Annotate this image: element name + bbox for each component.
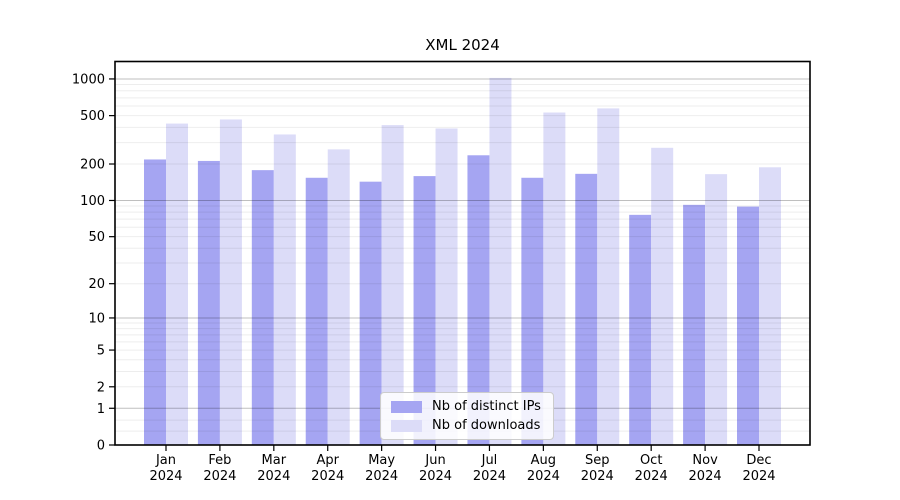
legend-item-distinct-ips: Nb of distinct IPs (391, 400, 541, 413)
bar-distinct-ips-aug (521, 177, 544, 445)
bar-distinct-ips-mar (251, 170, 274, 446)
bar-downloads-may (381, 125, 404, 445)
x-tick-label-month: Sep (585, 453, 610, 468)
bar-distinct-ips-may (359, 181, 382, 445)
x-tick-label-month: Apr (316, 453, 339, 468)
x-tick-label-month: Mar (262, 453, 287, 468)
x-tick-label-month: Feb (208, 453, 231, 468)
x-tick-label-year: 2024 (419, 469, 452, 484)
legend-swatch-downloads (391, 419, 422, 432)
x-tick-label-year: 2024 (742, 469, 775, 484)
bar-downloads-feb (219, 119, 242, 446)
x-tick-label-year: 2024 (311, 469, 344, 484)
chart-title: XML 2024 (425, 36, 500, 54)
y-tick-label: 500 (80, 109, 105, 124)
x-tick-label-month: Oct (640, 453, 662, 468)
y-tick-label: 1 (97, 402, 105, 417)
x-tick-label-year: 2024 (473, 469, 506, 484)
bar-distinct-ips-jun (413, 176, 436, 446)
legend-label-distinct-ips: Nb of distinct IPs (432, 399, 541, 414)
bar-distinct-ips-jul (467, 155, 490, 445)
x-tick-label-year: 2024 (365, 469, 398, 484)
bar-downloads-jun (435, 128, 458, 445)
x-tick-label-month: Nov (692, 453, 718, 468)
bar-distinct-ips-jan (144, 159, 166, 445)
bar-distinct-ips-sep (575, 173, 598, 445)
legend: Nb of distinct IPs Nb of downloads (380, 392, 554, 440)
x-tick-label-year: 2024 (581, 469, 614, 484)
x-tick-label-year: 2024 (689, 469, 722, 484)
x-tick-label-month: Jul (481, 453, 498, 468)
bar-downloads-nov (705, 174, 728, 445)
bar-distinct-ips-nov (683, 204, 706, 445)
legend-label-downloads: Nb of downloads (432, 418, 541, 433)
x-tick-label-month: Dec (746, 453, 771, 468)
x-tick-label-month: Jun (424, 453, 445, 468)
bar-distinct-ips-dec (737, 206, 759, 445)
plot-frame (114, 60, 811, 446)
x-tick-label-month: May (368, 453, 395, 468)
x-tick-label-year: 2024 (203, 469, 236, 484)
y-tick-label: 200 (80, 158, 105, 173)
x-tick-label-year: 2024 (149, 469, 182, 484)
bar-distinct-ips-feb (197, 160, 220, 445)
x-tick-label-month: Aug (531, 453, 556, 468)
bar-downloads-aug (543, 112, 566, 446)
bar-downloads-sep (597, 108, 620, 445)
y-tick-label: 50 (88, 230, 105, 245)
x-tick-label-year: 2024 (635, 469, 668, 484)
bar-downloads-oct (651, 147, 674, 446)
y-tick-label: 10 (88, 311, 105, 326)
bar-downloads-dec (759, 167, 781, 445)
bar-downloads-jan (166, 123, 188, 445)
x-tick-label-month: Jan (155, 453, 176, 468)
x-tick-label-year: 2024 (527, 469, 560, 484)
y-tick-label: 20 (88, 277, 105, 292)
x-tick-label-year: 2024 (257, 469, 290, 484)
y-tick-label: 5 (97, 344, 105, 359)
legend-item-downloads: Nb of downloads (391, 419, 541, 432)
y-tick-label: 0 (97, 439, 105, 454)
y-tick-label: 100 (80, 194, 105, 209)
bar-distinct-ips-apr (305, 177, 328, 445)
bar-downloads-mar (273, 134, 296, 445)
y-tick-label: 2 (97, 380, 105, 395)
legend-swatch-distinct-ips (391, 400, 422, 413)
y-tick-label: 1000 (72, 72, 105, 87)
bar-distinct-ips-oct (629, 214, 652, 445)
bar-downloads-apr (327, 149, 350, 445)
bar-downloads-jul (489, 77, 512, 445)
